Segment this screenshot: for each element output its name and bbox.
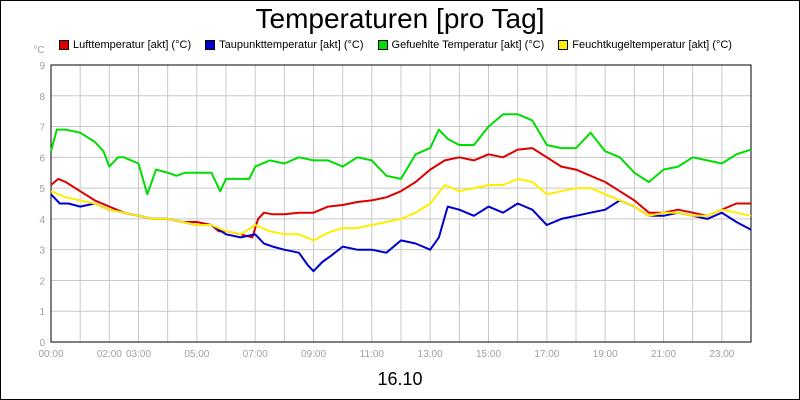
y-tick-label: 9	[39, 61, 45, 72]
y-tick-label: 2	[39, 276, 45, 287]
x-tick-label: 23:00	[709, 349, 734, 360]
x-tick-label: 00:00	[38, 349, 63, 360]
x-tick-label: 02:00	[97, 349, 122, 360]
date-label: 16.10	[377, 369, 423, 389]
legend-label: Taupunkttemperatur [akt] (°C)	[219, 39, 364, 51]
y-tick-label: 0	[39, 338, 45, 349]
x-tick-label: 21:00	[651, 349, 676, 360]
legend-item-taupunkttemperatur: Taupunkttemperatur [akt] (°C)	[205, 39, 364, 51]
legend: Lufttemperatur [akt] (°C) Taupunkttemper…	[59, 39, 732, 51]
legend-item-gefuehlte-temperatur: Gefuehlte Temperatur [akt] (°C)	[377, 39, 545, 51]
series-line-2	[50, 113, 752, 196]
legend-swatch	[377, 40, 388, 50]
x-tick-label: 13:00	[418, 349, 443, 360]
y-tick-label: 6	[39, 153, 45, 164]
y-tick-label: 5	[39, 184, 45, 195]
legend-swatch	[205, 40, 216, 50]
legend-item-lufttemperatur: Lufttemperatur [akt] (°C)	[59, 39, 191, 51]
x-tick-label: 03:00	[126, 349, 151, 360]
x-tick-label: 05:00	[184, 349, 209, 360]
x-tick-label: 17:00	[534, 349, 559, 360]
y-tick-label: 8	[39, 92, 45, 103]
y-tick-label: 7	[39, 123, 45, 134]
x-tick-label: 07:00	[243, 349, 268, 360]
legend-item-feuchtkugeltemperatur: Feuchtkugeltemperatur [akt] (°C)	[558, 39, 732, 51]
x-tick-label: 09:00	[301, 349, 326, 360]
y-unit-label: °C	[33, 45, 44, 56]
series-line-3	[50, 177, 752, 242]
x-tick-label: 15:00	[476, 349, 501, 360]
y-tick-label: 3	[39, 246, 45, 257]
y-tick-label: 1	[39, 307, 45, 318]
x-tick-label: 19:00	[593, 349, 618, 360]
x-tick-label: 11:00	[360, 349, 385, 360]
legend-swatch	[59, 40, 69, 50]
legend-swatch	[558, 40, 569, 50]
y-tick-label: 4	[39, 215, 45, 226]
legend-label: Gefuehlte Temperatur [akt] (°C)	[391, 39, 545, 51]
chart-title: Temperaturen [pro Tag]	[255, 3, 545, 34]
legend-label: Feuchtkugeltemperatur [akt] (°C)	[572, 39, 732, 51]
legend-label: Lufttemperatur [akt] (°C)	[73, 39, 192, 51]
